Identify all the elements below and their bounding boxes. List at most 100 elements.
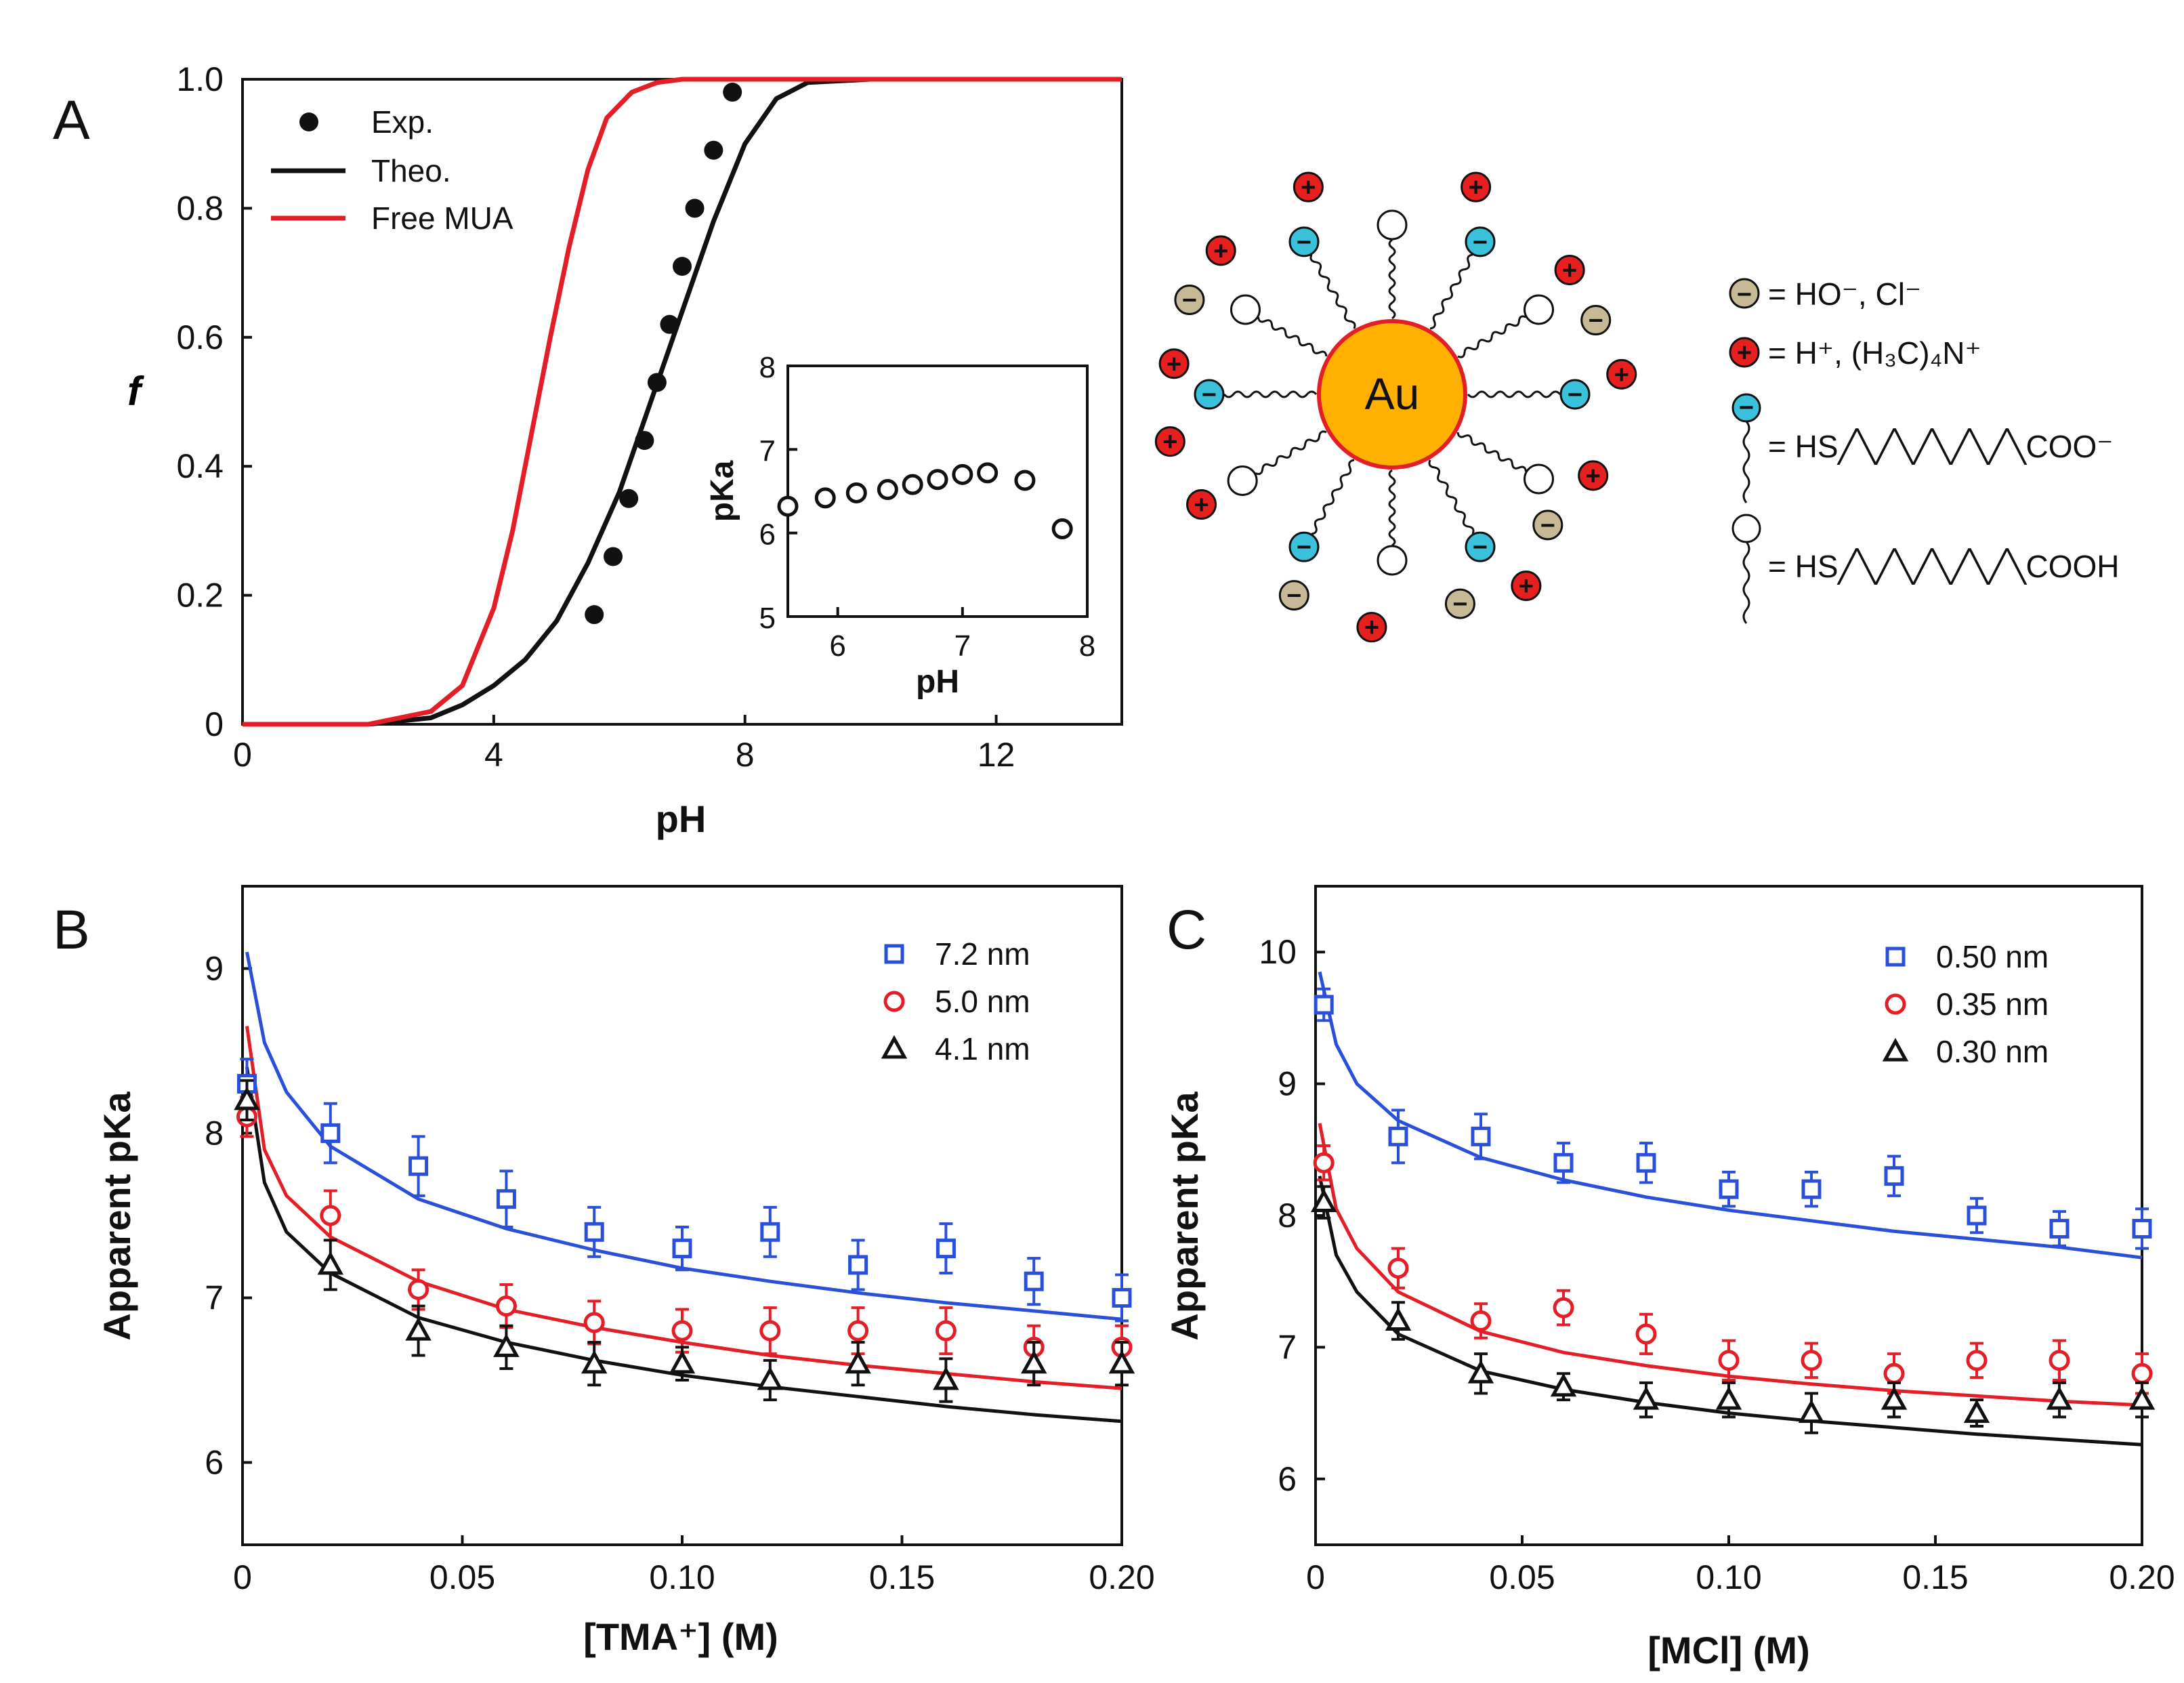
y-tick-label: 0.6	[176, 318, 224, 356]
ligand-chain	[1257, 316, 1328, 357]
data-point	[672, 1239, 692, 1259]
ligand-chain	[1388, 238, 1396, 320]
panel-c-legend: 0.50 nm 0.35 nm 0.30 nm	[1882, 939, 2049, 1069]
exp-point	[619, 489, 639, 508]
panel-label-a: A	[53, 89, 90, 151]
x-tick-label: 0.20	[1089, 1558, 1154, 1596]
anion-sign: −	[1286, 582, 1301, 610]
legend-marker	[881, 1035, 908, 1059]
inset-frame	[786, 365, 1089, 618]
y-tick-label: 6	[205, 1444, 224, 1482]
x-tick-label: 7	[954, 629, 971, 663]
coo-minus-sign: −	[1473, 533, 1488, 562]
x-tick-label: 12	[978, 736, 1015, 774]
coo-minus-sign: −	[1297, 533, 1311, 562]
cation-icon	[1293, 171, 1324, 203]
x-tick-label: 0.15	[1902, 1558, 1968, 1596]
data-point	[1024, 1271, 1044, 1291]
data-point	[583, 1312, 605, 1333]
key-anion-sign: −	[1737, 280, 1752, 309]
nanoparticle-schematic: −−−−−− Au + +++−−+ ++++−−+−+ − = HO⁻, Cl⁻ …	[1154, 171, 2120, 643]
data-point	[2131, 1363, 2153, 1384]
x-tick-label: 0.10	[649, 1558, 715, 1596]
legend-label: 0.50 nm	[1936, 939, 2049, 974]
cooh-head	[1377, 545, 1408, 576]
y-tick-label: 8	[1278, 1197, 1297, 1234]
data-point	[1310, 1188, 1337, 1213]
exp-point	[685, 199, 705, 218]
data-point	[1387, 1258, 1409, 1279]
panel-a-chart: 0 4 8 12 0 0.2 0.4 0.6 0.8 1.0 pH f Exp. Theo. Fr…	[127, 60, 1123, 840]
key-cation-sign: +	[1737, 339, 1752, 367]
data-point	[847, 1320, 869, 1342]
y-tick-label: 8	[759, 351, 776, 384]
data-point	[1719, 1179, 1739, 1199]
legend-label: 0.30 nm	[1936, 1034, 2049, 1069]
cation-sign: +	[1519, 573, 1534, 601]
inset-pka-point	[902, 474, 923, 495]
cation-icon	[1205, 235, 1236, 266]
y-tick-label: 8	[205, 1115, 224, 1152]
data-point	[933, 1366, 959, 1390]
panel-b-ylabel: Apparent pKa	[96, 1092, 138, 1341]
x-tick-label: 0.05	[1489, 1558, 1555, 1596]
data-point	[1553, 1297, 1574, 1318]
cooh-head	[1377, 209, 1408, 241]
key-prot-icon	[1731, 514, 1761, 543]
schematic-key: − = HO⁻, Cl⁻ + = H⁺, (H₃C)₄N⁺ − = HS╱╲╱╲…	[1729, 276, 2120, 624]
coo-minus-head	[1559, 379, 1591, 410]
data-point	[234, 1086, 260, 1110]
cooh-head	[1227, 465, 1258, 496]
cation-sign: +	[1586, 462, 1601, 491]
data-point	[936, 1239, 956, 1259]
anion-sign: −	[1182, 287, 1197, 315]
ligand-chain	[1428, 459, 1475, 535]
data-point	[1112, 1288, 1132, 1308]
anion-icon	[1580, 305, 1612, 336]
ligand-chain	[1223, 390, 1318, 398]
y-tick-label: 6	[759, 518, 776, 552]
inset-pka-point	[927, 469, 948, 491]
cation-icon	[1158, 348, 1190, 379]
key-prot-text: = HS╱╲╱╲╱╲╱╲╱╲COOH	[1768, 548, 2120, 585]
panel-b-xlabel: [TMA⁺] (M)	[583, 1615, 778, 1658]
inset-pka-point	[777, 495, 799, 517]
y-tick-label: 0.4	[176, 447, 224, 485]
data-point	[935, 1320, 957, 1342]
data-point	[1467, 1360, 1494, 1384]
key-deprot-chain	[1742, 421, 1750, 503]
fit-line	[1318, 971, 2143, 1260]
y-tick-label: 0.2	[176, 577, 224, 615]
y-tick-label: 7	[1278, 1328, 1297, 1366]
legend-label-exp: Exp.	[371, 104, 434, 140]
data-point	[320, 1205, 341, 1226]
x-tick-label: 0.05	[429, 1558, 495, 1596]
data-point	[1550, 1373, 1577, 1397]
y-tick-label: 6	[1278, 1460, 1297, 1498]
y-tick-label: 0	[205, 705, 224, 743]
exp-point	[723, 83, 742, 102]
data-point	[2046, 1386, 2073, 1410]
data-point	[1963, 1399, 1990, 1424]
inset-pka-point	[877, 479, 898, 501]
data-point	[1967, 1205, 1987, 1226]
exp-point	[635, 431, 654, 451]
data-point	[1553, 1152, 1574, 1173]
data-point	[848, 1255, 868, 1275]
data-point	[495, 1295, 517, 1317]
legend-label: 4.1 nm	[935, 1031, 1030, 1066]
gold-core	[1317, 319, 1467, 470]
data-point	[2049, 1350, 2070, 1371]
legend-label-free: Free MUA	[371, 201, 513, 236]
key-cation-text: = H⁺, (H₃C)₄N⁺	[1768, 335, 1981, 371]
x-tick-label: 4	[484, 736, 503, 774]
cooh-head	[1524, 463, 1555, 495]
coo-minus-head	[1194, 379, 1225, 410]
legend-marker	[884, 944, 904, 964]
ligand-chain	[1311, 459, 1355, 535]
cation-sign: +	[1301, 173, 1316, 202]
coo-minus-head	[1288, 531, 1320, 562]
panel-a-xlabel: pH	[656, 797, 707, 840]
anion-icon	[1174, 285, 1205, 316]
cation-icon	[1578, 460, 1609, 491]
